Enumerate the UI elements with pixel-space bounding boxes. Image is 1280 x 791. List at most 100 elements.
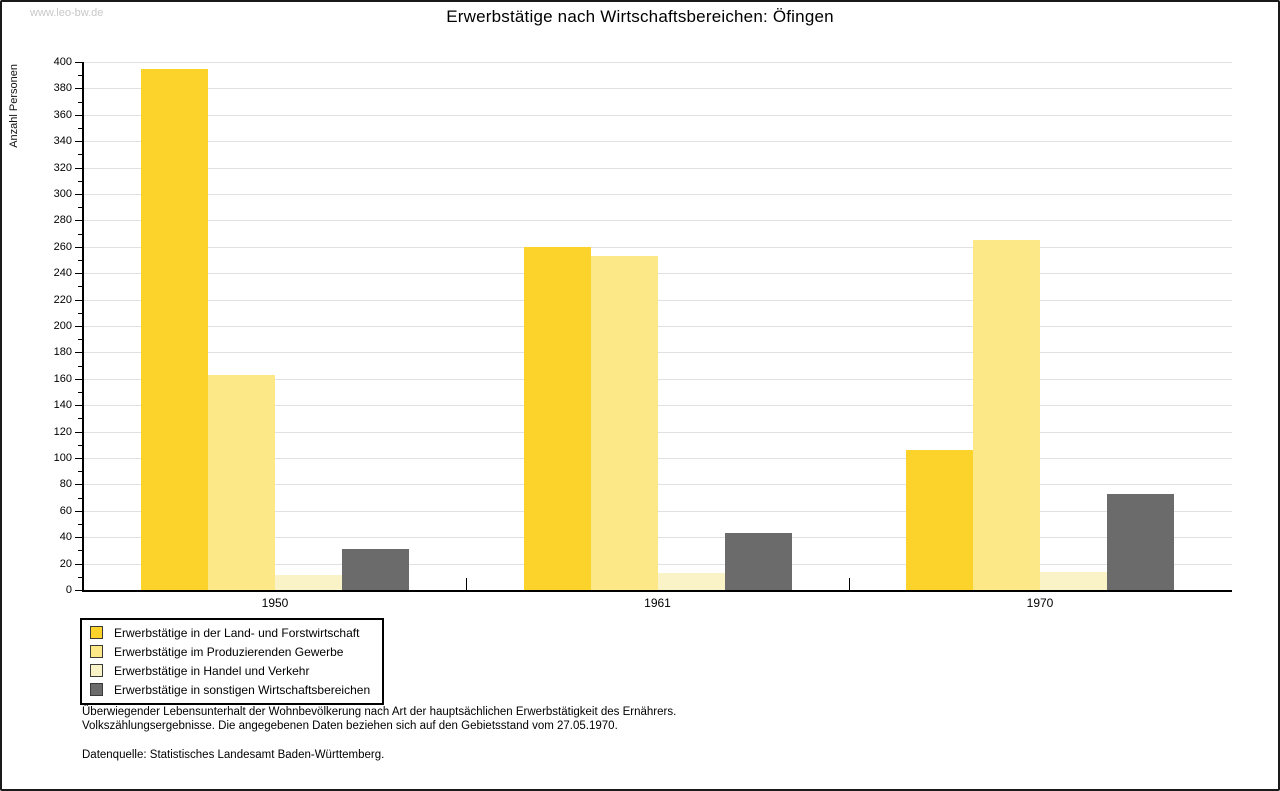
y-axis-tick-label: 160 xyxy=(53,372,72,385)
y-axis-minor-tick xyxy=(78,444,82,446)
y-axis-tick-label: 120 xyxy=(53,425,72,438)
y-axis-tick-label: 40 xyxy=(59,531,72,544)
y-axis-minor-tick xyxy=(78,365,82,367)
y-axis-tick-label: 300 xyxy=(53,188,72,200)
y-axis-tick xyxy=(75,167,82,169)
y-axis-tick xyxy=(75,510,82,512)
y-axis-tick-label: 240 xyxy=(53,267,72,280)
y-axis-minor-tick xyxy=(78,101,82,103)
bar-1970-series-3 xyxy=(1040,571,1107,590)
y-axis-minor-tick xyxy=(78,260,82,261)
y-axis-tick xyxy=(75,246,82,248)
y-axis-tick xyxy=(75,405,82,407)
y-axis-tick-label: 380 xyxy=(53,82,72,95)
bar-1950-series-4 xyxy=(342,549,409,590)
y-axis-tick-label: 180 xyxy=(53,346,72,359)
y-axis-tick xyxy=(75,62,82,63)
x-axis-tick xyxy=(466,578,468,590)
y-axis-tick-label: 200 xyxy=(53,320,72,332)
y-axis-tick-label: 280 xyxy=(53,214,72,227)
y-axis-tick xyxy=(75,431,82,433)
x-axis-tick xyxy=(848,578,850,590)
legend-item: Erwerbstätige in sonstigen Wirtschaftsbe… xyxy=(90,680,370,699)
y-axis-minor-tick xyxy=(78,286,82,288)
data-source: Datenquelle: Statistisches Landesamt Bad… xyxy=(82,749,385,761)
y-axis-tick xyxy=(75,88,82,90)
gridline xyxy=(84,273,1232,275)
bar-1950-series-3 xyxy=(275,575,342,590)
bar-1950-series-1 xyxy=(141,68,208,590)
gridline xyxy=(84,352,1232,354)
y-axis-minor-tick xyxy=(78,576,82,578)
gridline xyxy=(84,378,1232,380)
chart-title: Erwerbstätige nach Wirtschaftsbereichen:… xyxy=(446,7,834,26)
y-axis-minor-tick xyxy=(78,418,82,420)
bar-1950-series-2 xyxy=(208,374,275,590)
x-axis-category-label: 1970 xyxy=(1026,596,1054,610)
y-axis-tick-label: 400 xyxy=(53,56,72,68)
legend-label: Erwerbstätige in Handel und Verkehr xyxy=(114,663,310,678)
y-axis-minor-tick xyxy=(78,471,82,473)
y-axis-minor-tick xyxy=(78,339,82,341)
y-axis-tick xyxy=(75,326,82,327)
gridline xyxy=(84,62,1232,63)
y-axis-tick xyxy=(75,114,82,116)
legend-item: Erwerbstätige in der Land- und Forstwirt… xyxy=(90,623,370,642)
y-axis-tick-label: 360 xyxy=(53,108,72,121)
y-axis-tick xyxy=(75,458,82,459)
bar-1961-series-4 xyxy=(724,533,792,590)
legend-label: Erwerbstätige in sonstigen Wirtschaftsbe… xyxy=(114,682,371,697)
gridline xyxy=(84,458,1232,459)
y-axis-tick-label: 260 xyxy=(53,240,72,253)
y-axis-tick-label: 60 xyxy=(59,504,72,517)
y-axis-tick xyxy=(75,141,82,143)
y-axis-minor-tick xyxy=(78,524,82,525)
footnote-line-2: Volkszählungsergebnisse. Die angegebenen… xyxy=(82,719,618,732)
gridline xyxy=(84,246,1232,248)
plot-area: 0 20 40 60 80 100 120 140 160 180 200 220 240 260 280 3… xyxy=(54,56,1232,610)
y-axis-tick-label: 80 xyxy=(59,478,72,491)
y-axis-tick-label: 220 xyxy=(53,293,72,306)
y-axis-minor-tick xyxy=(78,497,82,499)
legend-swatch xyxy=(90,664,103,677)
y-axis-tick-label: 0 xyxy=(65,584,72,596)
y-axis-title: Anzahl Personen xyxy=(8,64,20,148)
legend-swatch xyxy=(90,645,103,658)
y-axis-tick xyxy=(75,220,82,222)
x-axis-category-label: 1961 xyxy=(644,596,671,610)
bar-1961-series-2 xyxy=(590,256,658,590)
bar-1970-series-1 xyxy=(906,450,973,590)
gridline xyxy=(84,114,1232,116)
y-axis-minor-tick xyxy=(78,312,82,314)
y-axis-tick xyxy=(75,299,82,301)
gridline xyxy=(84,537,1232,539)
gridline xyxy=(84,194,1232,195)
gridline xyxy=(84,220,1232,222)
legend-item: Erwerbstätige im Produzierenden Gewerbe xyxy=(90,642,370,661)
footnote: Überwiegender Lebensunterhalt der Wohnbe… xyxy=(82,706,676,733)
y-axis-tick-label: 320 xyxy=(53,161,72,174)
x-axis-category-label: 1950 xyxy=(261,596,289,610)
legend-label: Erwerbstätige in der Land- und Forstwirt… xyxy=(114,625,360,640)
y-axis-tick xyxy=(75,590,82,591)
gridline xyxy=(84,563,1232,565)
y-axis-minor-tick xyxy=(78,207,82,209)
y-axis-minor-tick xyxy=(78,128,82,129)
y-axis-minor-tick xyxy=(78,233,82,235)
legend-swatch xyxy=(90,626,103,639)
gridline xyxy=(84,510,1232,512)
bar-1970-series-4 xyxy=(1107,493,1174,590)
y-axis-minor-tick xyxy=(78,392,82,393)
y-axis-minor-tick xyxy=(78,180,82,182)
gridline xyxy=(84,88,1232,90)
gridline xyxy=(84,431,1232,433)
gridline xyxy=(84,299,1232,301)
y-axis-tick xyxy=(75,537,82,539)
y-axis-tick xyxy=(75,378,82,380)
legend-swatch xyxy=(90,683,103,696)
y-axis-tick xyxy=(75,273,82,275)
y-axis-minor-tick xyxy=(78,154,82,156)
x-axis-line xyxy=(82,590,1232,592)
y-axis-tick xyxy=(75,352,82,354)
